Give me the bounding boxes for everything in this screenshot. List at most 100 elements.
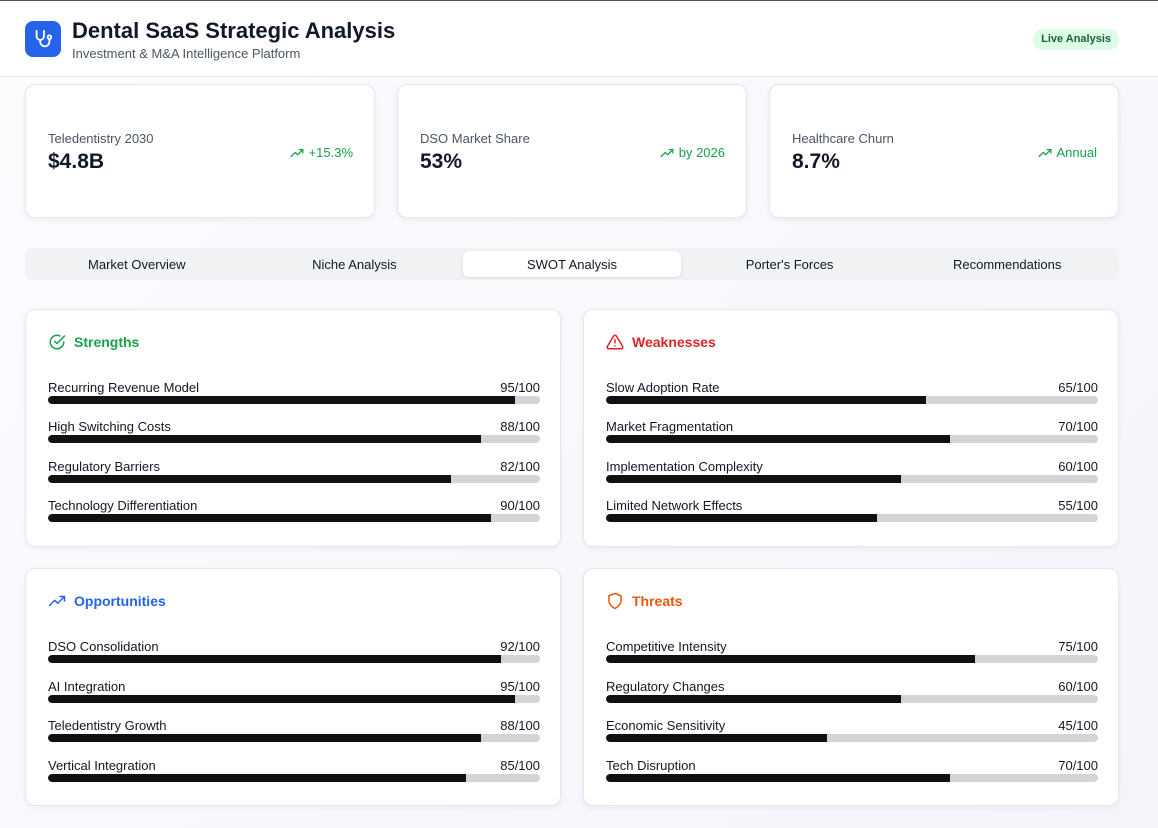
progress-fill [48,396,516,404]
item-score: 85/100 [500,758,540,773]
alert-triangle-icon [606,334,624,350]
item-score: 82/100 [500,459,540,474]
progress-fill [606,514,877,522]
item-score: 65/100 [1058,380,1098,395]
item-label: Technology Differentiation [48,498,198,513]
card-heading: Opportunities [48,592,166,610]
item-label: AI Integration [48,679,126,694]
progress-fill [606,734,828,742]
progress-track [48,396,540,404]
swot-card-opportunities: Opportunities DSO Consolidation 92/100 A… [25,568,561,806]
item-score: 88/100 [500,718,540,733]
progress-fill [606,695,902,703]
card-title: Strengths [74,334,140,350]
item-score: 90/100 [500,498,540,513]
item-score: 70/100 [1058,758,1098,773]
progress-fill [48,695,516,703]
metric-card-churn: Healthcare Churn 8.7% Annual [769,84,1119,218]
progress-track [48,514,540,522]
card-heading: Threats [606,592,683,610]
list-item: Recurring Revenue Model 95/100 [48,380,540,416]
list-item: Vertical Integration 85/100 [48,758,540,794]
progress-track [606,514,1098,522]
metric-value: $4.8B [48,150,105,173]
progress-track [48,734,540,742]
metric-trend-text: Annual [1056,145,1097,160]
list-item: DSO Consolidation 92/100 [48,639,540,675]
progress-fill [48,734,481,742]
item-label: High Switching Costs [48,419,171,434]
stethoscope-icon [25,21,61,57]
metric-label: Healthcare Churn [792,131,894,146]
item-label: Recurring Revenue Model [48,380,200,395]
list-item: Implementation Complexity 60/100 [606,459,1098,495]
progress-track [48,774,540,782]
page-subtitle: Investment & M&A Intelligence Platform [72,46,301,61]
item-label: Implementation Complexity [606,459,763,474]
item-score: 92/100 [500,639,540,654]
progress-track [48,695,540,703]
progress-fill [606,774,951,782]
metric-card-teledentistry: Teledentistry 2030 $4.8B +15.3% [25,84,375,218]
progress-fill [606,396,926,404]
item-score: 75/100 [1058,639,1098,654]
progress-track [48,655,540,663]
item-label: Tech Disruption [606,758,696,773]
tab-market-overview[interactable]: Market Overview [88,256,186,272]
list-item: Technology Differentiation 90/100 [48,498,540,534]
item-score: 95/100 [500,380,540,395]
app-header: Dental SaaS Strategic Analysis Investmen… [0,1,1158,77]
card-heading: Weaknesses [606,333,716,351]
tab-porters-forces[interactable]: Porter's Forces [745,256,834,272]
progress-fill [48,655,501,663]
list-item: Teledentistry Growth 88/100 [48,718,540,754]
progress-track [606,774,1098,782]
tab-swot-analysis[interactable]: SWOT Analysis [463,251,681,277]
item-score: 70/100 [1058,419,1098,434]
card-heading: Strengths [48,333,139,351]
trending-up-icon [1038,148,1051,157]
swot-card-weaknesses: Weaknesses Slow Adoption Rate 65/100 Mar… [583,309,1119,547]
tab-recommendations[interactable]: Recommendations [952,256,1062,272]
progress-fill [48,435,481,443]
metric-value: 53% [420,150,463,173]
item-score: 88/100 [500,419,540,434]
progress-track [606,435,1098,443]
list-item: AI Integration 95/100 [48,679,540,715]
progress-track [606,475,1098,483]
progress-fill [48,774,467,782]
progress-track [606,695,1098,703]
metric-trend: +15.3% [290,145,353,160]
progress-track [48,435,540,443]
metric-value: 8.7% [792,150,840,173]
item-score: 95/100 [500,679,540,694]
progress-fill [606,475,902,483]
progress-track [48,475,540,483]
progress-fill [606,655,975,663]
trending-up-icon [290,148,304,157]
list-item: Economic Sensitivity 45/100 [606,718,1098,754]
item-label: Regulatory Changes [606,679,725,694]
swot-card-strengths: Strengths Recurring Revenue Model 95/100… [25,309,561,547]
list-item: Tech Disruption 70/100 [606,758,1098,794]
card-title: Opportunities [74,593,166,609]
tab-niche-analysis[interactable]: Niche Analysis [312,256,397,272]
list-item: Regulatory Changes 60/100 [606,679,1098,715]
progress-fill [606,435,951,443]
item-label: Limited Network Effects [606,498,743,513]
progress-track [606,655,1098,663]
status-badge: Live Analysis [1033,29,1119,50]
list-item: High Switching Costs 88/100 [48,419,540,455]
item-label: Market Fragmentation [606,419,734,434]
card-title: Weaknesses [632,334,716,350]
item-score: 55/100 [1058,498,1098,513]
trending-up-icon [48,595,66,607]
check-circle-icon [49,334,66,350]
list-item: Limited Network Effects 55/100 [606,498,1098,534]
metric-trend: Annual [1038,145,1097,160]
analysis-tabs: Market Overview Niche Analysis SWOT Anal… [25,248,1119,280]
swot-card-threats: Threats Competitive Intensity 75/100 Reg… [583,568,1119,806]
list-item: Market Fragmentation 70/100 [606,419,1098,455]
metric-trend-text: by 2026 [678,145,725,160]
metric-label: DSO Market Share [420,131,530,146]
